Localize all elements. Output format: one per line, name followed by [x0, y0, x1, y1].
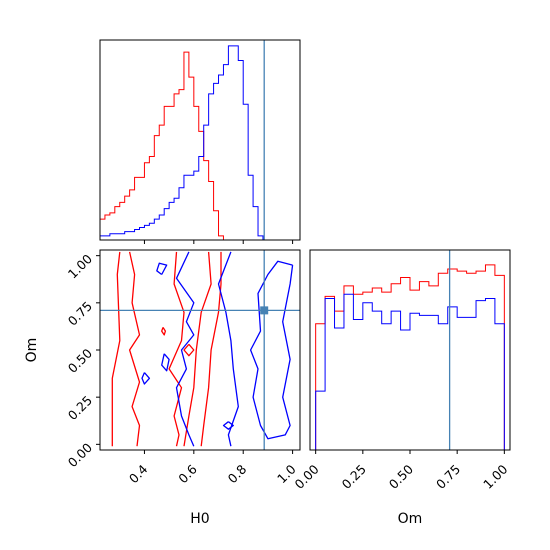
- h0-tick-label-0: 0.4: [126, 461, 151, 486]
- om-x-tick-label-0: 0.00: [291, 461, 321, 491]
- contour-lines: [111, 251, 294, 447]
- h0-histogram-red-series: [99, 51, 224, 240]
- y-axis-label-om: Om: [24, 338, 40, 363]
- x-axis-label-om: Om: [398, 511, 423, 527]
- om-y-tick-label-2: 0.50: [65, 345, 95, 375]
- h0-histogram-blue-series: [99, 45, 264, 240]
- h0-tick-label-2: 0.8: [225, 461, 250, 486]
- contour-blue-8: [217, 251, 239, 447]
- contour-blue-13: [222, 421, 234, 430]
- om-x-tick-label-3: 0.75: [433, 462, 463, 492]
- contour-red-6: [183, 343, 195, 357]
- h0-histogram-frame: [99, 39, 301, 241]
- contour-red-5: [161, 327, 167, 336]
- h0-tick-label-1: 0.6: [175, 461, 200, 486]
- contour-red-4: [200, 251, 222, 447]
- contour-blue-10: [161, 353, 170, 372]
- truth-marker: [260, 306, 269, 315]
- om-histogram-panel: 0.00 0.25 0.50 0.75 1.00: [291, 249, 511, 492]
- om-x-tick-label-4: 1.00: [480, 461, 510, 491]
- om-y-tick-label-1: 0.25: [65, 393, 95, 423]
- contour-red-0: [111, 251, 121, 447]
- om-x-tick-label-1: 0.25: [339, 462, 369, 492]
- contour-blue-7: [175, 251, 195, 447]
- contour-blue-12: [141, 372, 151, 385]
- h0-om-contour-panel: 0.4 0.6 0.8 1.00.000.250.500.751.00: [65, 249, 301, 486]
- h0-histogram-panel: [99, 39, 301, 244]
- om-x-tick-label-2: 0.50: [386, 461, 416, 491]
- contour-blue-11: [156, 262, 168, 276]
- contour-red-2: [168, 251, 185, 447]
- contour-blue-9: [249, 260, 294, 440]
- om-y-tick-label-4: 1.00: [65, 251, 95, 281]
- om-y-tick-label-0: 0.00: [65, 440, 95, 470]
- contour-red-3: [183, 251, 212, 447]
- x-axis-label-h0: H0: [190, 511, 209, 527]
- contour-red-1: [128, 251, 141, 447]
- om-histogram-red-series: [315, 264, 505, 450]
- om-histogram-blue-series: [315, 293, 505, 450]
- om-y-tick-label-3: 0.75: [65, 298, 95, 328]
